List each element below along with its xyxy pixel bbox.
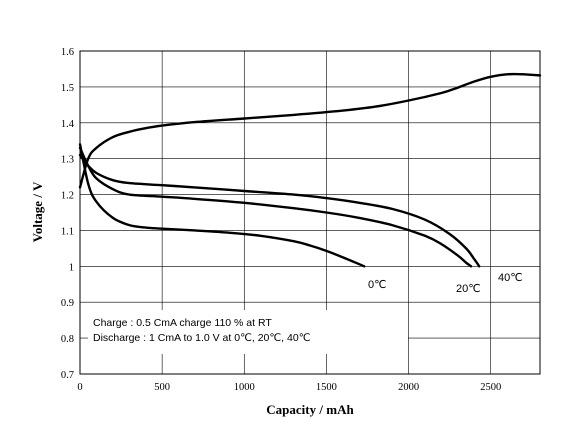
label-bg-20c bbox=[454, 279, 488, 295]
charge-curve bbox=[78, 72, 542, 189]
series-label-20c: 20℃ bbox=[456, 283, 481, 295]
plot-frame-group bbox=[79, 50, 541, 375]
x-tick-label: 1500 bbox=[316, 382, 337, 393]
label-bg-40c bbox=[494, 268, 528, 284]
y-tick-label: 1.2 bbox=[61, 191, 74, 202]
y-tick-label: 1.4 bbox=[61, 119, 75, 130]
x-tick-label: 500 bbox=[154, 382, 170, 393]
curve-layer bbox=[78, 72, 542, 268]
series-label-0c: 0℃ bbox=[368, 279, 386, 291]
y-tick-label: 0.8 bbox=[61, 334, 74, 345]
x-tick-label: 1000 bbox=[234, 382, 255, 393]
y-tick-label: 1.5 bbox=[61, 83, 74, 94]
y-tick-label: 1.3 bbox=[61, 155, 74, 166]
x-tick-label: 2000 bbox=[398, 382, 419, 393]
annotation-box: Charge : 0.5 CmA charge 110 % at RT Disc… bbox=[88, 310, 408, 354]
y-tick-label: 0.7 bbox=[61, 370, 74, 381]
tick-labels: 0.7 0.8 0.9 1 1.1 1.2 1.3 1.4 1.5 1.6 0 500 1000 1500… bbox=[61, 47, 501, 393]
plot-frame bbox=[79, 50, 541, 375]
discharge-curve-20c bbox=[78, 146, 473, 268]
x-axis-title: Capacity / mAh bbox=[266, 402, 354, 417]
y-tick-label: 1 bbox=[69, 262, 74, 273]
y-tick-label: 1.1 bbox=[61, 226, 74, 237]
y-axis-title: Voltage / V bbox=[30, 181, 45, 242]
annotation-background bbox=[88, 310, 408, 354]
annotation-charge: Charge : 0.5 CmA charge 110 % at RT bbox=[93, 317, 272, 329]
series-label-40c: 40℃ bbox=[498, 272, 523, 284]
y-tick-label: 1.6 bbox=[61, 47, 74, 58]
discharge-curve-40c bbox=[78, 153, 481, 268]
x-tick-label: 0 bbox=[77, 382, 82, 393]
discharge-curve-0c bbox=[78, 143, 366, 268]
y-tick-label: 0.9 bbox=[61, 298, 74, 309]
annotation-discharge: Discharge : 1 CmA to 1.0 V at 0℃, 20℃, 4… bbox=[93, 332, 310, 344]
x-tick-label: 2500 bbox=[480, 382, 501, 393]
